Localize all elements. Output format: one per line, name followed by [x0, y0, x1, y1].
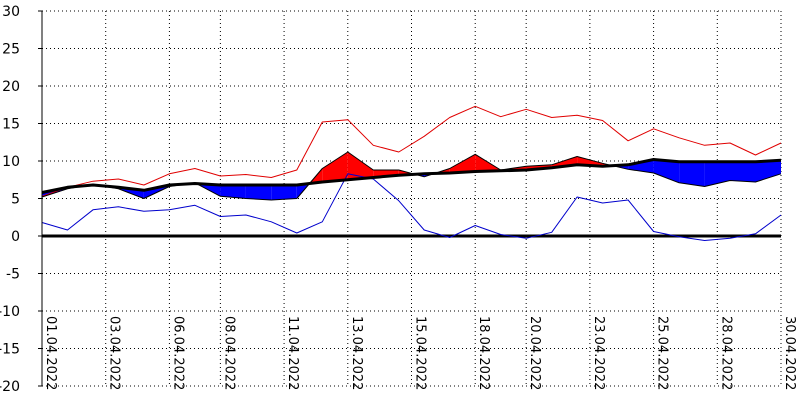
x-tick-label: 20.04.2022	[527, 316, 542, 390]
grid	[42, 10, 782, 387]
x-tick-labels: 01.04.2022 03.04.2022 06.04.2022 08.04.2022…	[43, 316, 797, 390]
y-tick-label: 10	[2, 154, 20, 170]
x-tick-label: 30.04.2022	[782, 316, 797, 390]
fill-above-normal	[449, 154, 476, 173]
x-tick-label: 03.04.2022	[107, 316, 122, 390]
fill-below-normal	[245, 185, 272, 200]
fill-below-normal	[755, 160, 781, 182]
y-tick-label: -20	[0, 379, 20, 395]
y-tick-labels: 30 25 20 15 10 5 0 -5 -10 -15 -20	[0, 4, 20, 395]
fill-below-normal	[220, 185, 246, 199]
fill-below-normal	[628, 159, 654, 173]
x-tick-label: 08.04.2022	[221, 316, 236, 390]
y-tick-label: 5	[11, 192, 20, 208]
y-tick-label: -10	[0, 304, 20, 320]
y-tick-label: 25	[2, 42, 20, 58]
fill-below-normal	[653, 159, 680, 183]
fill-below-normal	[704, 161, 730, 187]
fill-above-normal	[347, 152, 374, 180]
y-tick-label: -5	[6, 267, 20, 283]
x-tick-label: 28.04.2022	[718, 316, 733, 390]
x-tick-label: 23.04.2022	[591, 316, 606, 390]
y-tick-label: 15	[2, 117, 20, 133]
y-tick-label: 0	[11, 229, 20, 245]
fill-below-normal	[679, 161, 705, 187]
x-tick-label: 15.04.2022	[413, 316, 428, 390]
x-tick-label: 13.04.2022	[349, 316, 364, 390]
x-tick-label: 11.04.2022	[285, 316, 300, 390]
series-line-4	[41, 151, 782, 201]
x-tick-label: 25.04.2022	[655, 316, 670, 390]
x-tick-label: 06.04.2022	[170, 316, 185, 390]
fill-above-normal	[322, 152, 348, 182]
series-lines	[41, 105, 782, 241]
x-tick-label: 18.04.2022	[476, 316, 491, 390]
y-tick-label: -15	[0, 342, 20, 358]
x-tick-label: 01.04.2022	[43, 316, 58, 390]
fill-below-normal	[730, 161, 756, 182]
axes	[38, 10, 43, 387]
series-line-2	[41, 173, 782, 241]
y-tick-label: 30	[2, 4, 20, 20]
fill-below-normal	[271, 185, 297, 200]
series-line-3	[41, 158, 782, 194]
series-line-1	[41, 105, 782, 197]
y-tick-label: 20	[2, 79, 20, 95]
